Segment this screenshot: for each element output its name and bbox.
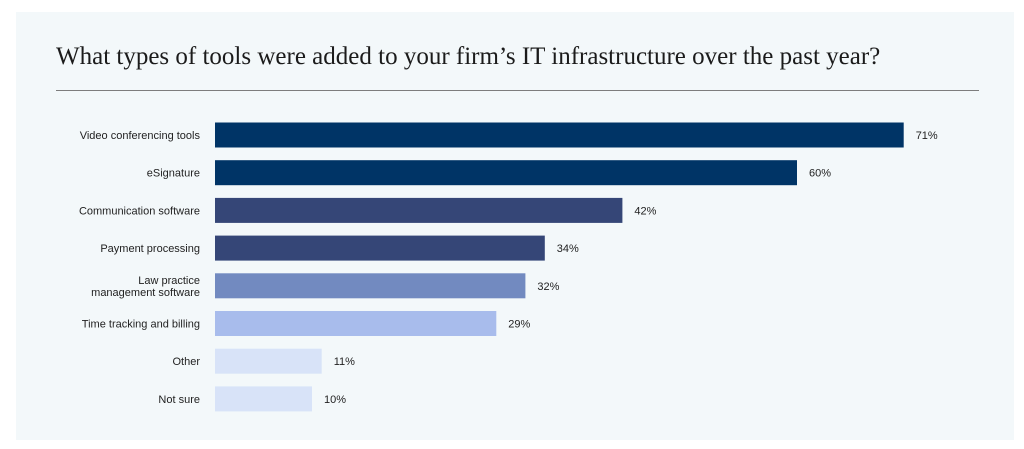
value-label: 71% — [916, 130, 938, 142]
bar — [215, 197, 623, 223]
category-label: Other — [172, 356, 200, 368]
bar — [215, 348, 322, 374]
value-label: 34% — [557, 243, 579, 255]
bar — [215, 160, 797, 186]
chart-panel — [16, 12, 1014, 440]
value-label: 60% — [809, 168, 831, 180]
value-label: 11% — [334, 356, 355, 368]
chart-title: What types of tools were added to your f… — [56, 43, 881, 70]
bar — [215, 273, 526, 299]
value-label: 42% — [634, 205, 656, 217]
value-label: 32% — [537, 281, 559, 293]
category-label: Time tracking and billing — [82, 319, 200, 331]
value-label: 29% — [508, 319, 530, 331]
bar — [215, 386, 312, 412]
category-label: Video conferencing tools — [80, 130, 201, 142]
category-label: Payment processing — [100, 243, 200, 255]
category-label: Not sure — [158, 394, 200, 406]
bar — [215, 122, 904, 148]
bar — [215, 311, 497, 336]
category-label: Communication software — [79, 205, 200, 217]
category-label: Law practice — [138, 275, 200, 287]
title-divider — [56, 90, 979, 91]
value-label: 10% — [324, 394, 346, 406]
category-label: eSignature — [147, 168, 200, 180]
bar — [215, 235, 545, 261]
category-label: management software — [91, 287, 200, 299]
